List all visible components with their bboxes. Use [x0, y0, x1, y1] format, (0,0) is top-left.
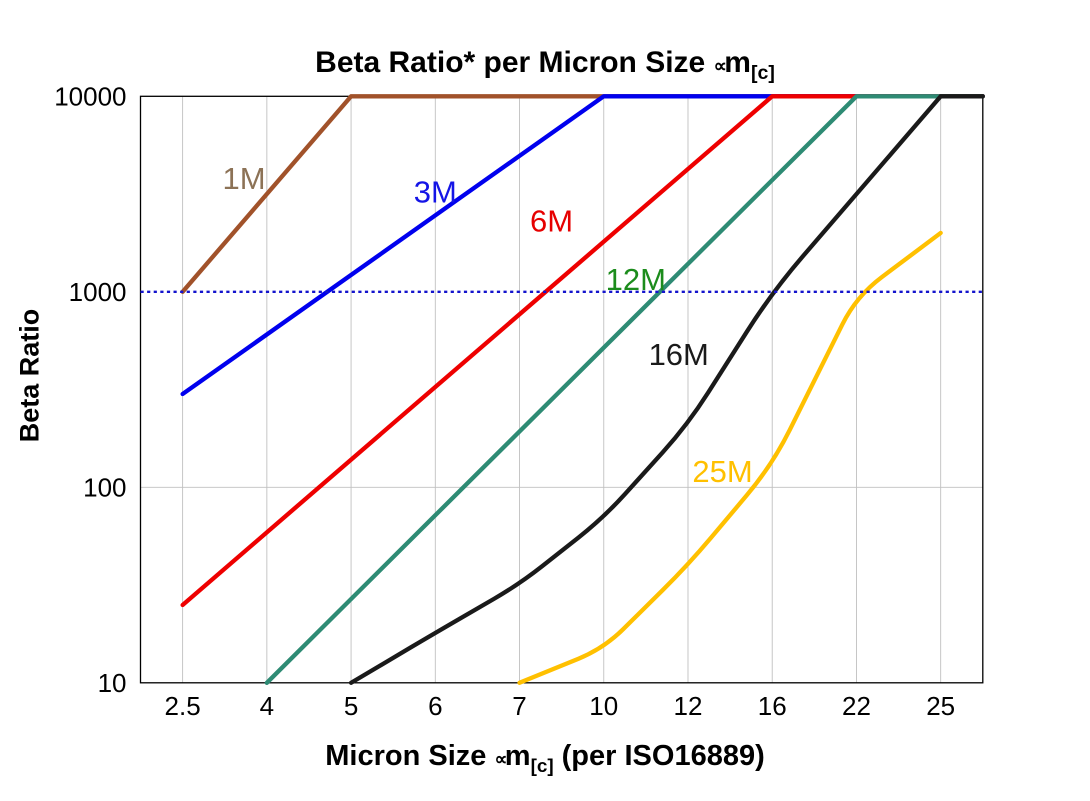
svg-text:6: 6 [428, 691, 442, 721]
svg-text:22: 22 [842, 691, 871, 721]
svg-text:1000: 1000 [69, 277, 127, 307]
svg-text:10000: 10000 [54, 81, 126, 111]
svg-text:3M: 3M [414, 175, 457, 210]
svg-text:10: 10 [98, 668, 127, 698]
svg-text:100: 100 [83, 472, 126, 502]
svg-text:10: 10 [589, 691, 618, 721]
svg-text:25: 25 [926, 691, 955, 721]
svg-text:2.5: 2.5 [165, 691, 201, 721]
svg-text:5: 5 [344, 691, 358, 721]
svg-text:6M: 6M [530, 204, 573, 239]
svg-text:16M: 16M [649, 337, 709, 372]
svg-text:12: 12 [674, 691, 703, 721]
svg-text:12M: 12M [606, 262, 666, 297]
svg-text:25M: 25M [692, 454, 752, 489]
svg-text:1M: 1M [223, 161, 266, 196]
svg-text:4: 4 [260, 691, 274, 721]
svg-text:16: 16 [758, 691, 787, 721]
svg-text:7: 7 [512, 691, 526, 721]
